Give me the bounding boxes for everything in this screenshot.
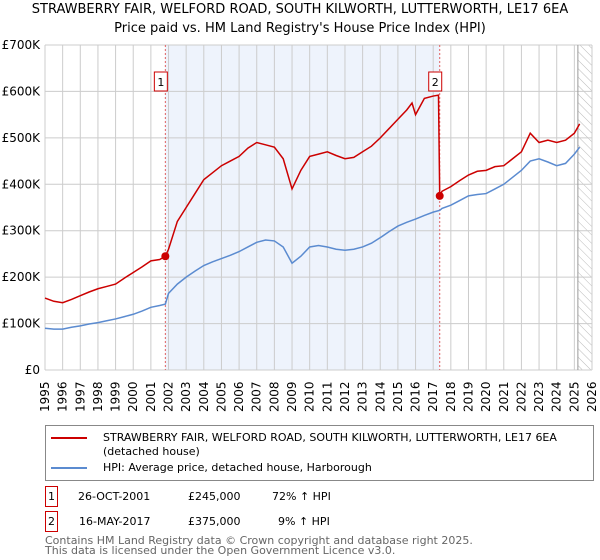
transaction-row: 1 26-OCT-2001 £245,000 72% ↑ HPI: [45, 486, 445, 508]
transaction-price: £375,000: [188, 515, 241, 528]
y-tick-label: £300K: [2, 224, 42, 238]
x-tick-label: 2013: [356, 381, 370, 412]
x-tick-label: 2009: [285, 381, 299, 412]
y-tick-label: £700K: [2, 38, 42, 52]
transaction-date: 26-OCT-2001: [78, 490, 151, 503]
y-tick-label: £400K: [2, 177, 42, 191]
y-tick-label: £600K: [2, 84, 42, 98]
x-tick-label: 2006: [232, 381, 246, 412]
x-tick-label: 2024: [550, 381, 564, 412]
sale-badge-label: 2: [432, 76, 439, 89]
x-tick-label: 2016: [409, 381, 423, 412]
x-tick-label: 2022: [514, 381, 528, 412]
sale-badge: [428, 71, 443, 92]
legend-swatch-red: [51, 437, 87, 439]
y-tick-label: £0: [25, 363, 40, 377]
sale-badge: [153, 71, 168, 92]
legend-swatch-blue: [51, 467, 87, 469]
x-tick-label: 1996: [56, 381, 70, 412]
x-tick-label: 2005: [214, 381, 228, 412]
sale-point: [435, 191, 444, 200]
x-tick-label: 2020: [479, 381, 493, 412]
x-tick-label: 2019: [461, 381, 475, 412]
x-tick-label: 2002: [162, 381, 176, 412]
transaction-price: £245,000: [188, 490, 241, 503]
transaction-hpi: 72% ↑ HPI: [272, 490, 331, 503]
sale-badge-label: 1: [157, 76, 164, 89]
y-tick-label: £500K: [2, 131, 42, 145]
price-chart: 1995 1996 1997 1998 1999 2000 2001 2002 2003 2004…: [2, 38, 599, 412]
legend-label: HPI: Average price, detached house, Harb…: [103, 461, 372, 474]
footer: Contains HM Land Registry data © Crown c…: [45, 534, 473, 557]
x-tick-label: 1998: [91, 381, 105, 412]
hpi-line: [44, 146, 581, 330]
x-tick-label: 2023: [532, 381, 546, 412]
x-tick-label: 2021: [497, 381, 511, 412]
x-tick-label: 2015: [391, 381, 405, 412]
sale-point: [161, 252, 170, 261]
x-tick-label: 2025: [567, 381, 581, 412]
y-tick-label: £200K: [2, 270, 42, 284]
x-tick-label: 1995: [38, 381, 52, 412]
x-tick-label: 2010: [303, 381, 317, 412]
x-tick-label: 2017: [426, 381, 440, 412]
legend: STRAWBERRY FAIR, WELFORD ROAD, SOUTH KIL…: [45, 425, 594, 481]
transaction-badge: 1: [45, 486, 58, 507]
chart-title: STRAWBERRY FAIR, WELFORD ROAD, SOUTH KIL…: [31, 2, 569, 17]
transaction-badge: 2: [45, 511, 58, 532]
transaction-date: 16-MAY-2017: [79, 515, 151, 528]
x-tick-label: 2003: [179, 381, 193, 412]
transaction-hpi: 9% ↑ HPI: [278, 515, 330, 528]
forecast-hatch: [577, 45, 592, 370]
legend-label: STRAWBERRY FAIR, WELFORD ROAD, SOUTH KIL…: [103, 431, 557, 458]
x-tick-label: 2008: [267, 381, 281, 412]
y-tick-label: £100K: [2, 317, 42, 331]
chart-subtitle: Price paid vs. HM Land Registry's House …: [114, 21, 486, 36]
x-tick-label: 2011: [320, 381, 334, 412]
shaded-period: [165, 45, 440, 370]
footer-copyright: Contains HM Land Registry data © Crown c…: [45, 534, 473, 547]
legend-item-hpi: HPI: Average price, detached house, Harb…: [46, 461, 593, 475]
x-tick-label: 2012: [338, 381, 352, 412]
price-paid-line: [44, 94, 581, 304]
x-tick-label: 2001: [144, 381, 158, 412]
x-tick-label: 2014: [373, 381, 387, 412]
x-tick-label: 2000: [126, 381, 140, 412]
legend-item-property: STRAWBERRY FAIR, WELFORD ROAD, SOUTH KIL…: [46, 431, 593, 459]
x-tick-label: 1997: [73, 381, 87, 412]
transaction-row: 2 16-MAY-2017 £375,000 9% ↑ HPI: [45, 511, 445, 533]
x-tick-label: 2026: [585, 381, 599, 412]
x-tick-label: 2007: [250, 381, 264, 412]
footer-licence: This data is licensed under the Open Gov…: [45, 544, 396, 557]
x-tick-label: 1999: [109, 381, 123, 412]
x-tick-label: 2004: [197, 381, 211, 412]
x-tick-label: 2018: [444, 381, 458, 412]
